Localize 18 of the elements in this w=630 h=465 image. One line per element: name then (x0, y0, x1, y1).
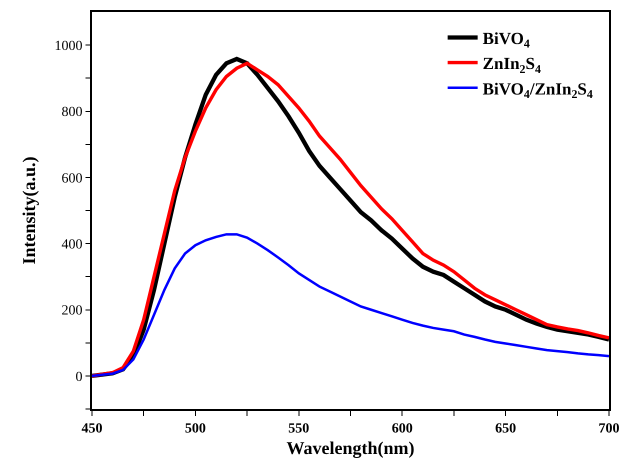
line-series (92, 233, 609, 378)
x-tick-label: 650 (495, 422, 516, 437)
y-tick-label: 1000 (54, 38, 82, 54)
legend-label: BiVO$_{4}$ (482, 29, 530, 51)
legend-label: ZnIn$_{2}$S$_{4}$ (482, 54, 541, 76)
x-tick-label: 550 (288, 422, 310, 437)
x-tick-label: 450 (82, 422, 102, 437)
x-axis-title: Wavelength(nm) (286, 438, 414, 458)
y-tick-label: 600 (61, 171, 82, 186)
x-tick-label: 600 (392, 422, 413, 437)
legend-label: BiVO$_{4}$/ZnIn$_{2}$S$_{4}$ (482, 79, 593, 101)
y-tick-label: 800 (61, 105, 82, 120)
y-tick-label: 200 (61, 304, 82, 319)
y-tick-label: 400 (61, 237, 82, 252)
x-tick-label: 700 (598, 422, 620, 437)
y-tick-label: 0 (75, 370, 82, 385)
y-axis-title: Intensity(a.u.) (19, 156, 40, 265)
x-tick-label: 500 (184, 422, 206, 437)
